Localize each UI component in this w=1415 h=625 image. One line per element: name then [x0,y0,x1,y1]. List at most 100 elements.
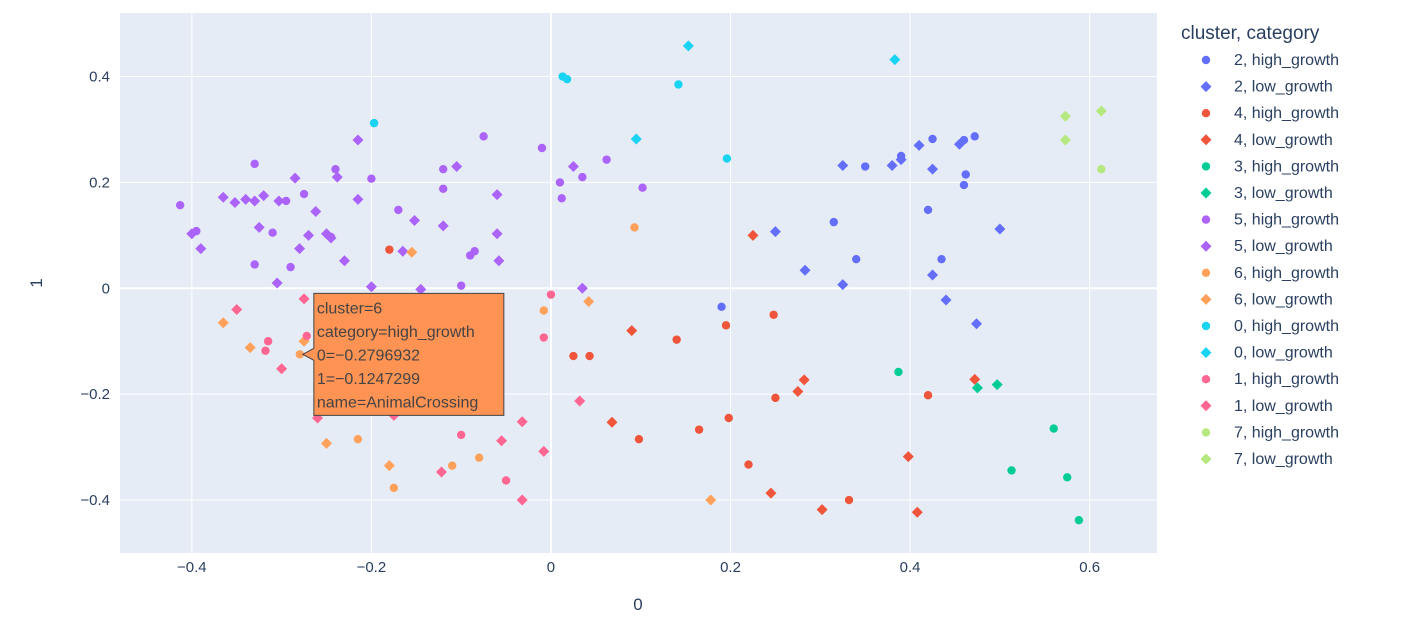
y-tick-label: 0.4 [89,69,110,86]
data-point [769,310,778,319]
data-point [953,138,965,150]
legend-marker [1201,321,1211,331]
data-point [602,155,611,164]
data-point [195,243,207,255]
legend-item[interactable]: 0, low_growth [1200,345,1333,362]
legend-marker [1200,134,1212,146]
data-point [747,229,759,241]
tooltip-line: 1=−0.1247299 [317,371,420,388]
data-point [240,193,252,205]
legend-item[interactable]: 7, low_growth [1200,451,1333,468]
data-point [389,483,399,493]
data-point [913,139,925,151]
data-point [439,184,448,193]
legend-item[interactable]: 2, high_growth [1201,52,1339,69]
legend-label: 1, high_growth [1234,371,1339,388]
data-point [717,302,726,312]
legend-marker [1201,55,1211,65]
legend-label: 2, low_growth [1234,79,1333,96]
data-point [415,283,427,295]
data-point [837,279,849,291]
data-point [927,269,939,281]
data-point [971,318,983,330]
plot-area [120,13,1157,553]
data-points [175,40,1107,525]
data-point [970,132,979,141]
data-point [286,262,295,272]
data-point [852,254,861,264]
legend-item[interactable]: 1, high_growth [1201,371,1339,388]
y-axis-title: 1 [27,278,46,287]
legend-title: cluster, category [1181,23,1320,44]
data-point [539,306,548,315]
legend-label: 7, high_growth [1234,424,1339,441]
data-point [303,229,315,241]
data-point [557,194,566,203]
legend-item[interactable]: 6, low_growth [1200,291,1333,308]
data-point [331,164,340,174]
legend-item[interactable]: 4, low_growth [1200,132,1333,149]
data-point [352,193,364,205]
legend-label: 0, low_growth [1234,345,1333,362]
data-point [447,461,457,470]
data-point [583,296,595,308]
legend-label: 6, low_growth [1234,291,1333,308]
x-tick-label: −0.2 [357,559,387,576]
data-point [585,351,594,361]
data-point [567,161,579,173]
data-point [991,379,1003,391]
legend-item[interactable]: 6, high_growth [1201,265,1339,282]
legend-item[interactable]: 0, high_growth [1201,318,1339,335]
data-point [928,134,937,144]
data-point [299,189,309,199]
data-point [894,367,903,377]
legend-item[interactable]: 3, low_growth [1200,185,1333,202]
data-point [1049,424,1058,433]
data-point [799,264,811,276]
data-point [470,247,479,256]
data-point [367,174,376,183]
data-point [331,171,343,183]
data-point [895,154,907,166]
legend-item[interactable]: 3, high_growth [1201,158,1339,175]
data-point [258,190,270,202]
data-point [771,393,780,403]
data-point [1007,466,1016,475]
data-point [385,245,394,254]
data-point [231,303,243,315]
data-point [186,228,198,240]
legend-marker [1201,162,1211,171]
tooltip-line: name=AnimalCrossing [317,394,478,411]
grid-lines [120,13,1157,553]
legend-item[interactable]: 1, low_growth [1200,398,1333,415]
legend-item[interactable]: 4, high_growth [1201,105,1339,122]
legend-item[interactable]: 2, low_growth [1200,79,1333,96]
tooltip-box [301,292,505,416]
data-point [638,183,647,192]
data-point [496,435,508,447]
data-point [325,232,337,244]
data-point [456,281,466,290]
data-point [273,195,285,207]
legend-item[interactable]: 5, high_growth [1201,212,1339,229]
data-point [923,391,933,400]
legend-item[interactable]: 5, low_growth [1200,238,1333,255]
legend-label: 6, high_growth [1234,265,1339,282]
legend-label: 5, low_growth [1234,238,1333,255]
tooltip-line: 0=−0.2796932 [317,347,420,364]
data-point [289,172,301,184]
data-point [626,325,638,337]
data-point [479,132,488,141]
y-tick-label: 0.2 [89,174,110,191]
legend-item[interactable]: 7, high_growth [1201,424,1339,441]
data-point [694,425,704,434]
data-point [229,197,241,209]
data-point [501,476,511,485]
data-point [1063,473,1072,482]
data-point [294,243,306,255]
data-point [394,205,403,215]
legend-marker [1201,428,1211,437]
data-point [353,434,363,444]
legend-marker [1201,109,1211,118]
data-point [674,80,683,89]
